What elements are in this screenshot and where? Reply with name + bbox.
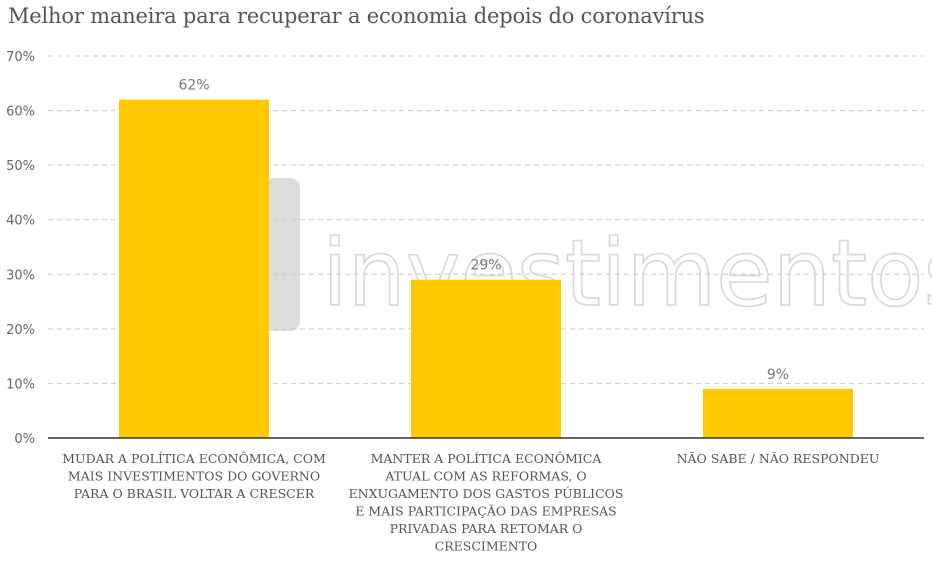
category-label-line: ENXUGAMENTO DOS GASTOS PÚBLICOS (349, 485, 624, 501)
y-axis-ticks: 0% 10% 20% 30% 40% 50% 60% 70% (6, 50, 35, 447)
bar (411, 279, 561, 438)
category-label-line: MAIS INVESTIMENTOS DO GOVERNO (68, 469, 320, 484)
y-tick-label: 30% (6, 268, 35, 283)
category-label-line: PRIVADAS PARA RETOMAR O (390, 521, 583, 536)
category-labels: MUDAR A POLÍTICA ECONÔMICA, COM MAIS INVE… (62, 450, 879, 554)
category-label-line: MUDAR A POLÍTICA ECONÔMICA, COM (62, 450, 326, 466)
category-label-line: E MAIS PARTICIPAÇÃO DAS EMPRESAS (355, 504, 616, 519)
data-label: 29% (470, 258, 501, 274)
bar (119, 99, 269, 439)
y-tick-label: 0% (14, 432, 35, 447)
data-label: 9% (767, 367, 789, 383)
watermark-logo: investimentos (262, 178, 932, 331)
category-label-line: NÃO SABE / NÃO RESPONDEU (677, 451, 880, 466)
data-labels: 62% 29% 9% (178, 78, 789, 383)
y-tick-label: 20% (6, 323, 35, 338)
bar (703, 388, 853, 438)
y-tick-label: 50% (6, 159, 35, 174)
category-label-line: PARA O BRASIL VOLTAR A CRESCER (74, 486, 315, 501)
category-label-line: CRESCIMENTO (435, 539, 538, 554)
y-tick-label: 40% (6, 214, 35, 229)
watermark-bar (262, 178, 300, 331)
category-label-line: ATUAL COM AS REFORMAS, O (384, 469, 586, 484)
data-label: 62% (178, 78, 209, 94)
y-tick-label: 60% (6, 105, 35, 120)
chart-title: Melhor maneira para recuperar a economia… (8, 4, 705, 28)
bars (119, 99, 853, 439)
category-label-line: MANTER A POLÍTICA ECONÔMICA (371, 450, 603, 466)
y-tick-label: 10% (6, 377, 35, 392)
y-tick-label: 70% (6, 50, 35, 65)
